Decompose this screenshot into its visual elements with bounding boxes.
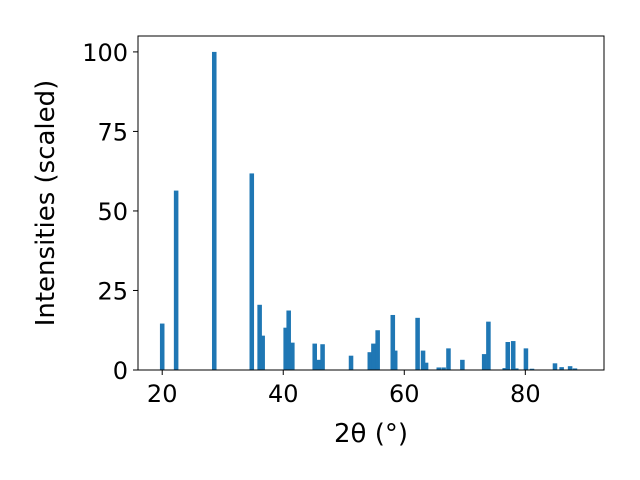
bar-28 (505, 342, 511, 370)
bar-27 (502, 368, 508, 370)
bar-8 (290, 342, 295, 370)
bar-5 (260, 335, 265, 370)
x-tick-label: 60 (389, 380, 420, 408)
bar-4 (257, 304, 262, 370)
bar-19 (420, 350, 426, 370)
bar-22 (441, 367, 446, 370)
x-tick-label: 20 (147, 380, 178, 408)
bar-31 (523, 348, 529, 370)
y-tick-label: 50 (97, 198, 128, 226)
bar-3 (249, 173, 255, 370)
x-tick-label: 40 (268, 380, 299, 408)
bar-33 (552, 363, 558, 370)
y-axis-label: Intensities (scaled) (31, 80, 61, 327)
bar-32 (529, 368, 535, 370)
bar-20 (423, 362, 429, 370)
bar-24 (460, 359, 465, 370)
y-tick-label: 0 (113, 357, 128, 385)
bar-34 (559, 367, 564, 370)
bar-25 (481, 354, 487, 370)
bar-7 (286, 310, 291, 370)
y-axis-ticks: 0 25 50 75 100 (82, 39, 138, 385)
bar-14 (371, 343, 376, 370)
bar-11 (320, 344, 325, 370)
x-tick-label: 80 (510, 380, 541, 408)
bar-12 (348, 355, 354, 370)
bar-30 (513, 368, 519, 370)
bar-15 (375, 330, 380, 370)
bar-16 (390, 314, 396, 370)
bar-36 (572, 368, 578, 370)
y-tick-label: 25 (97, 277, 128, 305)
bar-18 (415, 317, 420, 370)
bar-1 (173, 190, 179, 370)
bar-13 (367, 352, 373, 370)
x-axis-label: 2θ (°) (334, 419, 408, 449)
bar-29 (510, 341, 516, 370)
bar-26 (486, 321, 491, 370)
bar-23 (446, 348, 451, 370)
bar-9 (312, 343, 317, 370)
bar-17 (392, 350, 398, 370)
x-axis-ticks: 20 40 60 80 (147, 370, 541, 408)
y-tick-label: 75 (97, 118, 128, 146)
bar-10 (316, 359, 321, 370)
plot-frame (137, 35, 605, 371)
bar-35 (567, 366, 573, 370)
bar-series (159, 51, 578, 371)
bar-21 (436, 367, 442, 370)
bar-2 (211, 51, 217, 371)
y-tick-label: 100 (82, 39, 128, 67)
bar-0 (159, 323, 165, 370)
bar-6 (283, 327, 288, 370)
